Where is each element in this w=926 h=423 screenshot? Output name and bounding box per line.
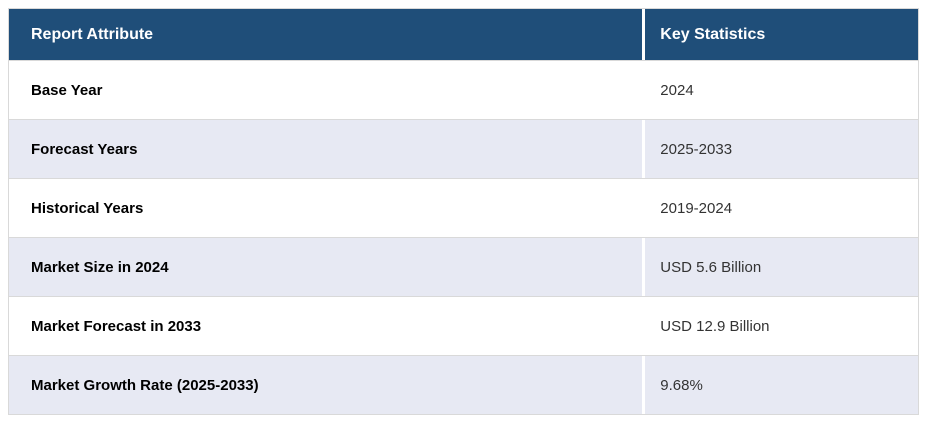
table-row: Market Size in 2024 USD 5.6 Billion: [9, 238, 918, 297]
column-header-report-attribute: Report Attribute: [9, 9, 646, 60]
row-value-base-year: 2024: [660, 81, 694, 99]
row-value-historical-years: 2019-2024: [660, 199, 733, 217]
key-statistics-table: Report Attribute Key Statistics Base Yea…: [8, 8, 919, 415]
row-value-market-size-2024: USD 5.6 Billion: [660, 258, 762, 276]
row-attribute-market-growth-rate: Market Growth Rate (2025-2033): [9, 356, 646, 414]
table-header-row: Report Attribute Key Statistics: [9, 9, 918, 61]
row-attribute-forecast-years: Forecast Years: [9, 120, 646, 178]
row-attribute-market-size-2024: Market Size in 2024: [9, 238, 646, 296]
row-attribute-market-forecast-2033: Market Forecast in 2033: [9, 297, 646, 355]
table-row: Base Year 2024: [9, 61, 918, 120]
row-value-forecast-years: 2025-2033: [660, 140, 733, 158]
row-value-market-growth-rate: 9.68%: [660, 376, 703, 394]
table-row: Market Forecast in 2033 USD 12.9 Billion: [9, 297, 918, 356]
column-header-key-statistics: Key Statistics: [660, 25, 766, 43]
row-attribute-base-year: Base Year: [9, 61, 646, 119]
table-row: Market Growth Rate (2025-2033) 9.68%: [9, 356, 918, 414]
row-value-market-forecast-2033: USD 12.9 Billion: [660, 317, 770, 335]
table-row: Historical Years 2019-2024: [9, 179, 918, 238]
row-attribute-historical-years: Historical Years: [9, 179, 646, 237]
table-row: Forecast Years 2025-2033: [9, 120, 918, 179]
